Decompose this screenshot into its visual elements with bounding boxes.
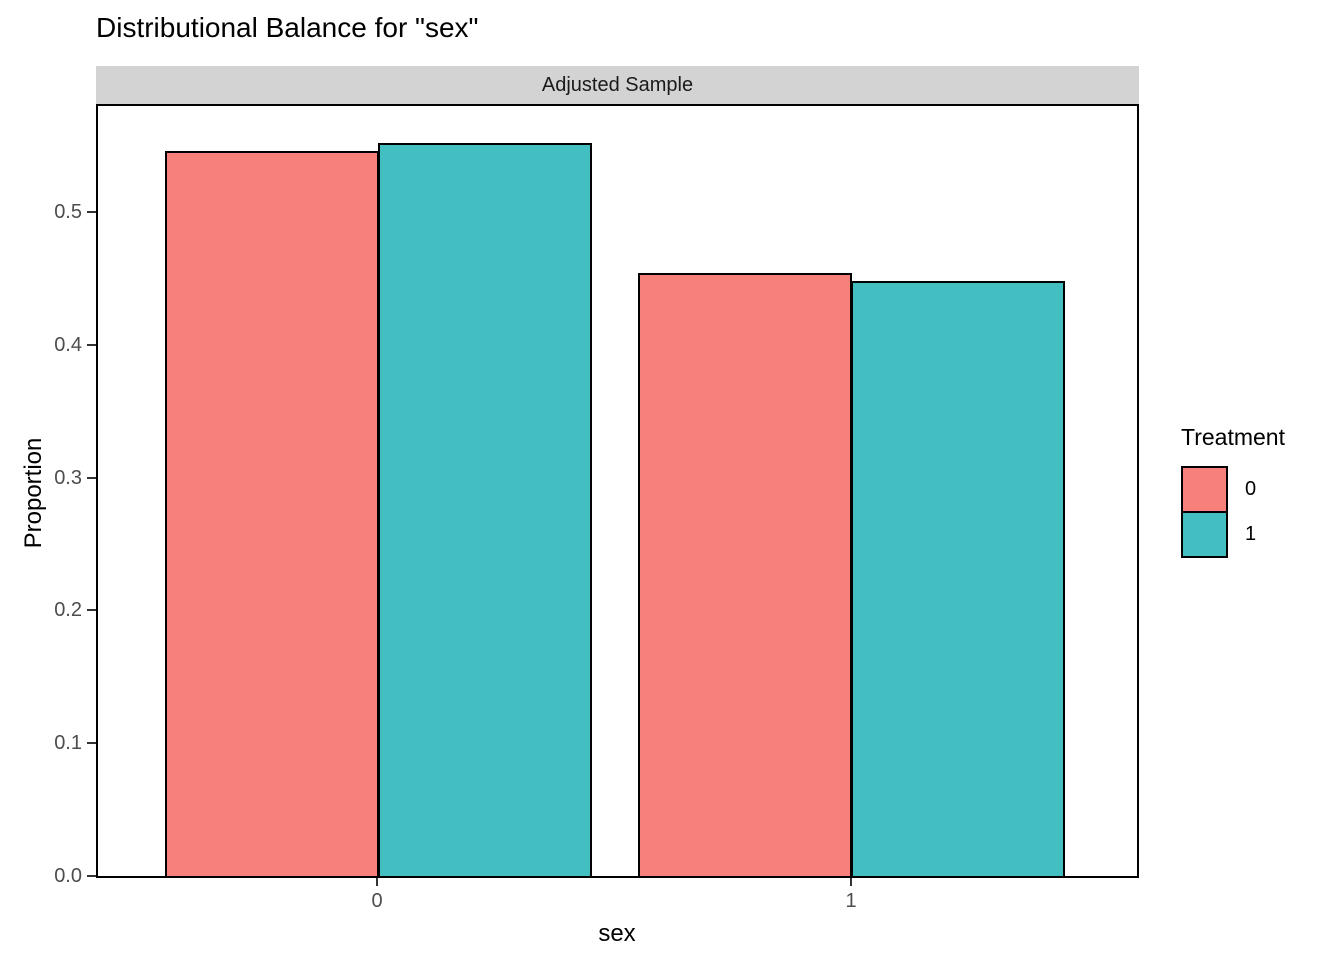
- legend-item-treatment0: 0: [1181, 466, 1344, 513]
- y-axis-title: Proportion: [20, 437, 47, 549]
- legend-swatch-treatment0: [1181, 466, 1228, 513]
- y-tick-mark: [87, 875, 96, 877]
- facet-strip-label: Adjusted Sample: [541, 73, 694, 96]
- legend-item-treatment1: 1: [1181, 511, 1344, 558]
- y-tick-label: 0.0: [54, 865, 82, 887]
- legend-title: Treatment: [1181, 424, 1285, 450]
- plot-title: Distributional Balance for "sex": [96, 12, 479, 43]
- x-tick-mark: [376, 878, 378, 886]
- y-tick-mark: [87, 742, 96, 744]
- y-tick-label: 0.3: [54, 467, 82, 489]
- bar-sex1-treatment0: [638, 273, 852, 878]
- x-tick-label: 0: [371, 890, 383, 912]
- y-tick-label: 0.4: [54, 334, 82, 356]
- legend-swatch-treatment1: [1181, 511, 1228, 558]
- y-tick-label: 0.2: [54, 599, 82, 621]
- legend-label-treatment0: 0: [1245, 478, 1257, 500]
- x-tick-label: 1: [845, 890, 857, 912]
- legend: Treatment 0 1: [1181, 424, 1344, 558]
- y-tick-mark: [87, 609, 96, 611]
- bar-sex0-treatment0: [165, 151, 379, 878]
- y-tick-label: 0.1: [54, 732, 82, 754]
- bar-sex1-treatment1: [851, 281, 1065, 878]
- y-tick-label: 0.5: [54, 201, 82, 223]
- y-tick-mark: [87, 344, 96, 346]
- x-tick-mark: [850, 878, 852, 886]
- facet-strip: Adjusted Sample: [96, 66, 1139, 104]
- legend-label-treatment1: 1: [1245, 523, 1257, 545]
- x-axis-title: sex: [598, 920, 636, 947]
- y-tick-mark: [87, 211, 96, 213]
- bar-sex0-treatment1: [378, 143, 592, 878]
- y-tick-mark: [87, 477, 96, 479]
